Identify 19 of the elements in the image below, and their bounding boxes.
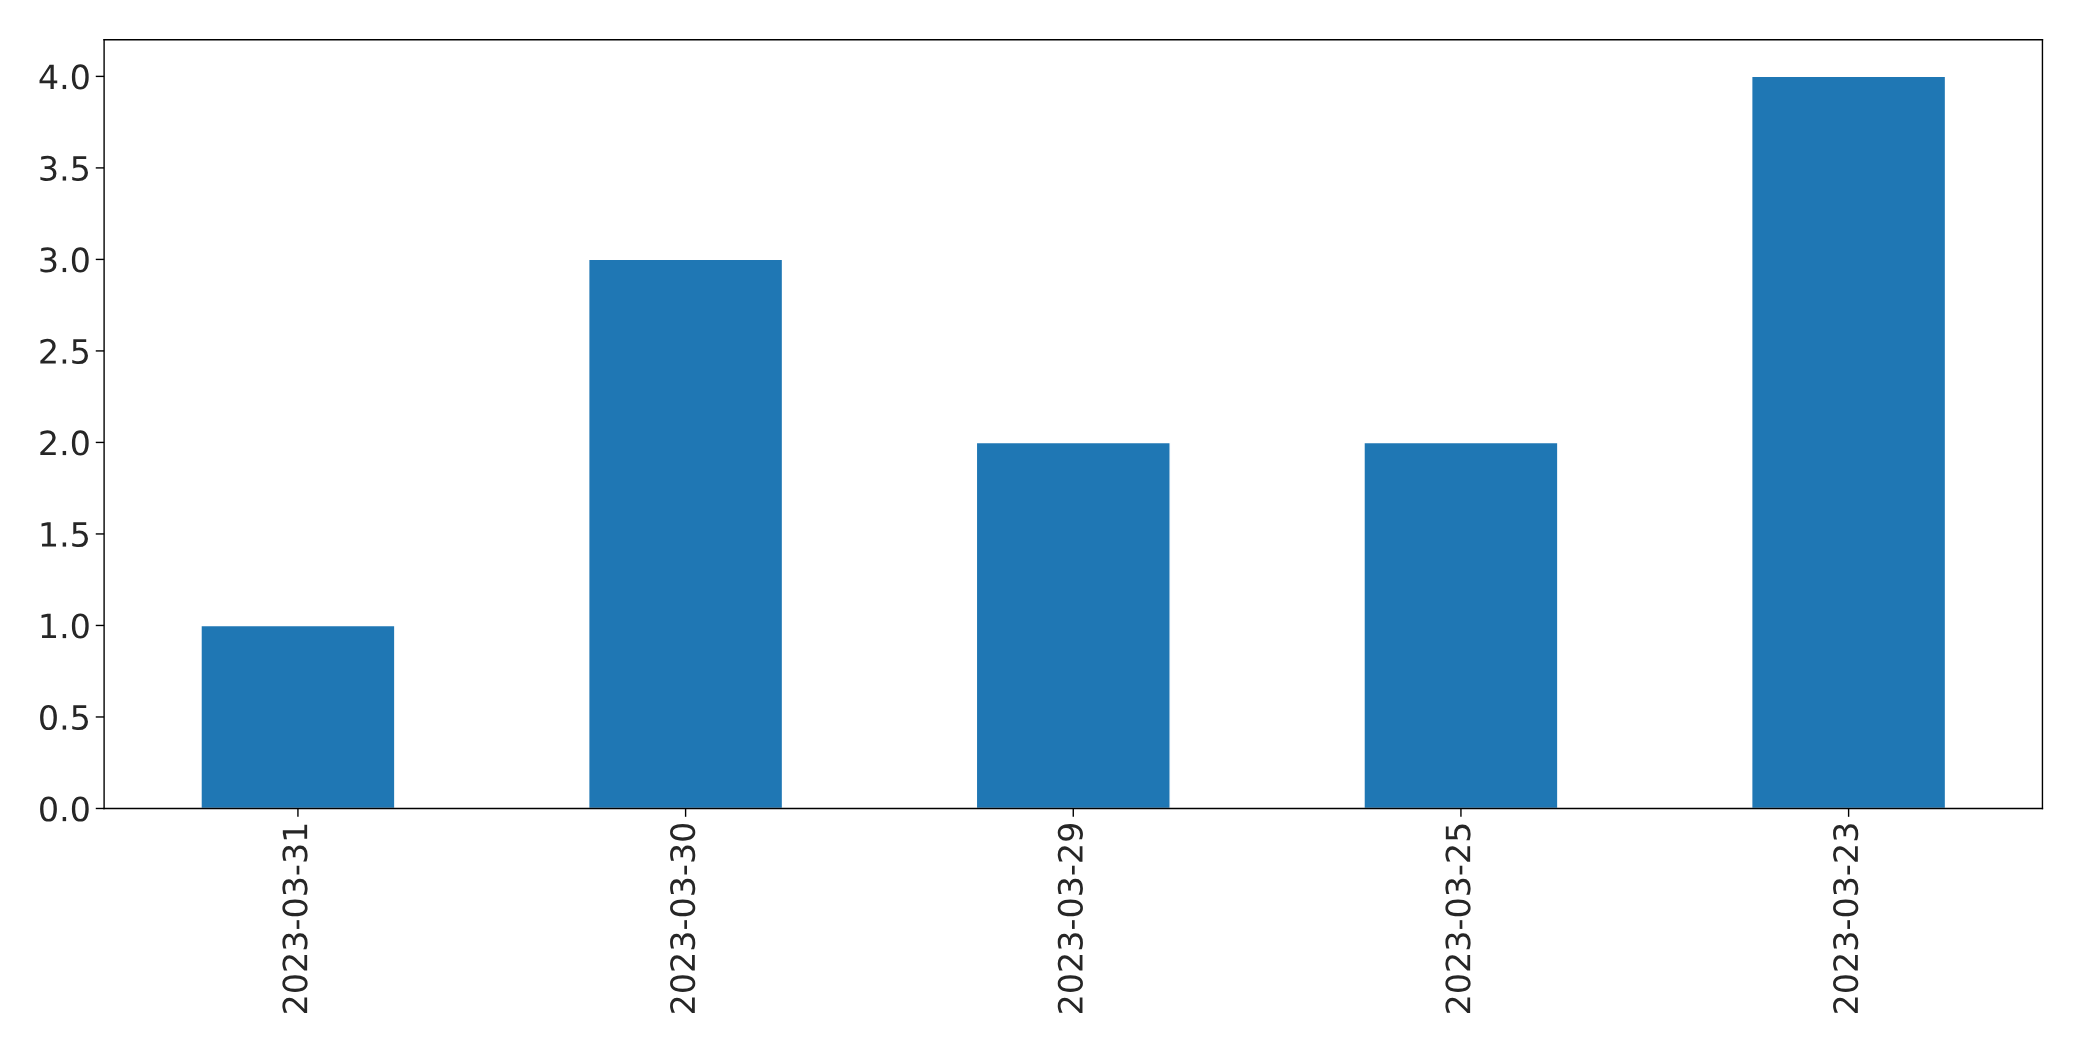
y-tick-label: 0.5	[40, 704, 88, 731]
y-tick-label: 3.5	[40, 155, 88, 182]
x-tick-label: 2023-03-30	[670, 823, 696, 1013]
bar	[1363, 441, 1559, 809]
bar	[587, 258, 784, 809]
bar	[975, 441, 1171, 809]
x-tick-label: 2023-03-23	[1833, 824, 1859, 1013]
x-tick-label: 2023-03-31	[282, 824, 308, 1013]
bar	[200, 624, 396, 809]
bar	[1750, 75, 1947, 809]
x-tick-label: 2023-03-25	[1445, 824, 1471, 1013]
y-tick-label: 4.0	[39, 64, 89, 90]
y-tick-label: 1.0	[41, 613, 89, 639]
x-tick-label: 2023-03-29	[1057, 824, 1083, 1013]
y-tick-label: 0.0	[40, 796, 89, 822]
y-tick-label: 2.0	[40, 430, 89, 456]
y-tick-label: 3.0	[40, 247, 89, 273]
y-tick-label: 2.5	[40, 338, 88, 365]
y-tick-label: 1.5	[41, 522, 88, 548]
